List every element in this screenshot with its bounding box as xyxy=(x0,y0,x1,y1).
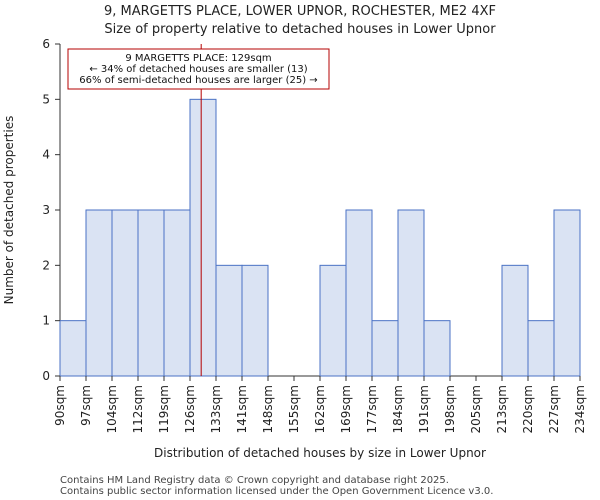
annotation-box xyxy=(67,48,330,90)
bar-119sqm xyxy=(163,209,191,377)
annotation-line-3: 66% of semi-detached houses are larger (… xyxy=(79,75,317,86)
bar-141sqm xyxy=(241,264,269,377)
x-tick-label: 234sqm xyxy=(573,385,587,433)
x-tick-label: 220sqm xyxy=(521,385,535,433)
bar-97sqm xyxy=(85,209,113,377)
chart-title: 9, MARGETTS PLACE, LOWER UPNOR, ROCHESTE… xyxy=(104,4,496,19)
y-axis-label: Number of detached properties xyxy=(2,116,16,305)
plot-area: 0 1 2 3 4 5 6 90sqm 97sqm 104sqm 112sqm 119sqm 126sq… xyxy=(42,37,587,433)
x-tick-label: 198sqm xyxy=(443,385,457,433)
bar-126sqm xyxy=(189,98,217,377)
footer-line-1: Contains HM Land Registry data © Crown c… xyxy=(60,475,449,486)
bar-162sqm xyxy=(319,264,347,377)
x-tick-label: 177sqm xyxy=(365,385,379,433)
bar-90sqm xyxy=(59,320,87,377)
x-tick-label: 227sqm xyxy=(547,385,561,433)
bar-112sqm xyxy=(137,209,165,377)
y-tick-label: 5 xyxy=(42,92,50,106)
chart-subtitle: Size of property relative to detached ho… xyxy=(104,22,496,37)
x-tick-label: 184sqm xyxy=(391,385,405,433)
x-tick-label: 213sqm xyxy=(495,385,509,433)
x-tick-label: 191sqm xyxy=(417,385,431,433)
bar-104sqm xyxy=(111,209,139,377)
bar-191sqm xyxy=(423,320,451,377)
x-axis-label: Distribution of detached houses by size … xyxy=(154,446,486,460)
x-tick-label: 97sqm xyxy=(79,385,93,426)
y-tick-label: 1 xyxy=(42,314,50,328)
y-tick-label: 6 xyxy=(42,37,50,51)
bar-220sqm xyxy=(527,320,555,377)
bar-177sqm xyxy=(371,320,399,377)
y-tick-label: 2 xyxy=(42,258,50,272)
x-tick-label: 112sqm xyxy=(131,385,145,433)
annotation-line-2: ← 34% of detached houses are smaller (13… xyxy=(89,64,307,75)
y-tick-label: 0 xyxy=(42,369,50,383)
y-tick-label: 3 xyxy=(42,203,50,217)
x-tick-label: 141sqm xyxy=(235,385,249,433)
x-tick-label: 205sqm xyxy=(469,385,483,433)
x-tick-label: 162sqm xyxy=(313,385,327,433)
x-tick-label: 133sqm xyxy=(209,385,223,433)
x-tick-label: 126sqm xyxy=(183,385,197,433)
annotation-line-1: 9 MARGETTS PLACE: 129sqm xyxy=(125,53,271,64)
x-tick-label: 104sqm xyxy=(105,385,119,433)
y-tick-label: 4 xyxy=(42,148,50,162)
x-tick-label: 119sqm xyxy=(157,385,171,433)
x-tick-label: 169sqm xyxy=(339,385,353,433)
x-tick-label: 155sqm xyxy=(287,385,301,433)
footer-line-2: Contains public sector information licen… xyxy=(60,486,493,497)
bar-133sqm xyxy=(215,264,243,377)
bar-169sqm xyxy=(345,209,373,377)
x-tick-label: 148sqm xyxy=(261,385,275,433)
bar-213sqm xyxy=(501,264,529,377)
x-tick-label: 90sqm xyxy=(53,385,67,426)
bar-184sqm xyxy=(397,209,425,377)
bar-227sqm xyxy=(553,209,581,377)
